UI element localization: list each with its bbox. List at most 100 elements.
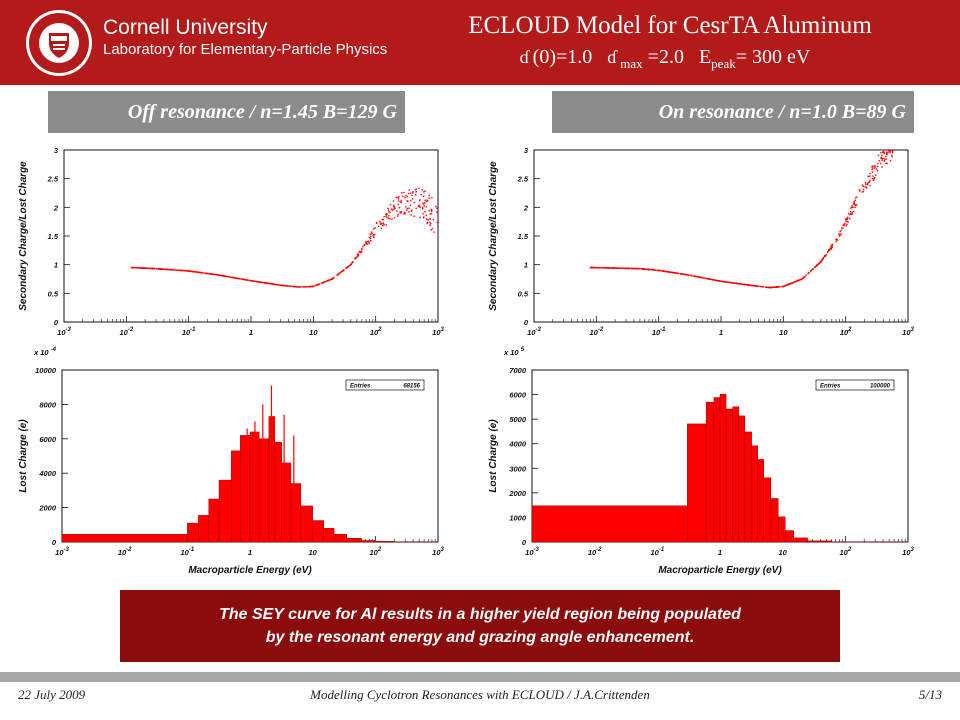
data-point (851, 213, 853, 216)
data-point (147, 267, 150, 270)
data-point (173, 269, 175, 271)
data-point (196, 271, 198, 273)
data-point (381, 224, 384, 227)
delta0-value: (0)=1.0 (532, 46, 593, 68)
data-point (350, 263, 353, 265)
data-point (278, 284, 280, 286)
data-point (846, 216, 849, 219)
y-tick-label: 0 (52, 538, 57, 547)
data-point (641, 268, 644, 270)
data-point (406, 207, 408, 210)
data-point (391, 209, 394, 212)
data-point (285, 285, 288, 287)
data-point (283, 284, 285, 287)
histogram-bin (274, 442, 282, 543)
data-point (372, 234, 374, 236)
data-point (175, 269, 177, 271)
data-point (725, 281, 728, 283)
x-tick-label: 102 (840, 327, 852, 337)
histogram-bin (323, 528, 335, 543)
data-point (288, 285, 291, 287)
data-point (880, 152, 882, 154)
data-point (204, 272, 207, 274)
delta-max-icon: ɗ (607, 47, 617, 67)
header-bar: Cornell University Laboratory for Elemen… (0, 0, 960, 85)
histogram-bin (218, 479, 232, 543)
data-point (889, 151, 891, 154)
data-point (168, 268, 170, 271)
data-point (426, 199, 429, 202)
data-point (368, 236, 371, 239)
x-tick-label: 1 (719, 328, 723, 337)
data-point (300, 286, 302, 288)
data-point (280, 284, 282, 287)
histogram-plot-right: 10-3 10-2 10-1 1 10 102 103 0 1000 2000 3000 4000 50… (488, 347, 915, 576)
data-point (369, 233, 371, 235)
data-point (887, 152, 889, 154)
data-point (381, 218, 384, 221)
data-point (328, 279, 331, 281)
data-point (166, 268, 168, 271)
data-point (275, 283, 277, 286)
data-point (851, 212, 853, 214)
data-point (198, 271, 201, 274)
data-point (403, 191, 405, 194)
data-point (851, 205, 853, 207)
x-tick-label: 10-3 (55, 547, 69, 557)
data-point (784, 285, 786, 287)
data-point (429, 217, 431, 220)
data-point (844, 219, 847, 221)
data-point (660, 270, 662, 272)
data-point (348, 265, 350, 267)
data-point (401, 192, 403, 194)
y-tick-label: 3000 (509, 464, 527, 473)
data-point (400, 211, 403, 213)
plot-frame (533, 149, 909, 323)
data-point (295, 285, 297, 288)
data-point (797, 279, 799, 282)
data-point (839, 234, 841, 236)
y-tick-label: 10000 (35, 366, 57, 375)
data-point (666, 271, 668, 273)
data-point (850, 207, 852, 209)
data-point (404, 196, 406, 199)
data-point (847, 221, 849, 223)
data-point (800, 278, 802, 281)
data-point (731, 282, 733, 284)
data-point (874, 165, 876, 167)
data-point (695, 275, 697, 278)
data-point (417, 205, 419, 207)
data-point (171, 269, 173, 271)
data-point (845, 220, 847, 222)
y-tick-label: 0 (524, 318, 529, 327)
data-point (211, 273, 214, 275)
data-point (239, 278, 241, 280)
data-point (777, 286, 780, 288)
data-point (828, 249, 830, 251)
data-point (357, 253, 359, 256)
data-point (419, 216, 421, 219)
data-point (305, 286, 307, 288)
data-point (259, 281, 261, 283)
data-point (891, 156, 893, 158)
data-point (868, 181, 871, 184)
data-point (627, 267, 629, 270)
data-point (616, 267, 618, 269)
data-point (140, 267, 142, 269)
data-point (889, 150, 891, 153)
footer-page-number: 5/13 (918, 687, 942, 702)
data-point (871, 168, 873, 171)
data-point (355, 257, 357, 259)
data-point (263, 282, 266, 284)
data-point (658, 269, 661, 272)
data-point (686, 274, 688, 276)
data-point (748, 284, 750, 286)
data-point (781, 285, 784, 288)
y-tick-label: 4000 (508, 440, 527, 449)
data-point (222, 275, 224, 277)
data-point (884, 159, 886, 161)
data-point (639, 267, 641, 270)
data-point (387, 209, 390, 211)
data-point (358, 251, 360, 253)
data-point (337, 273, 340, 275)
